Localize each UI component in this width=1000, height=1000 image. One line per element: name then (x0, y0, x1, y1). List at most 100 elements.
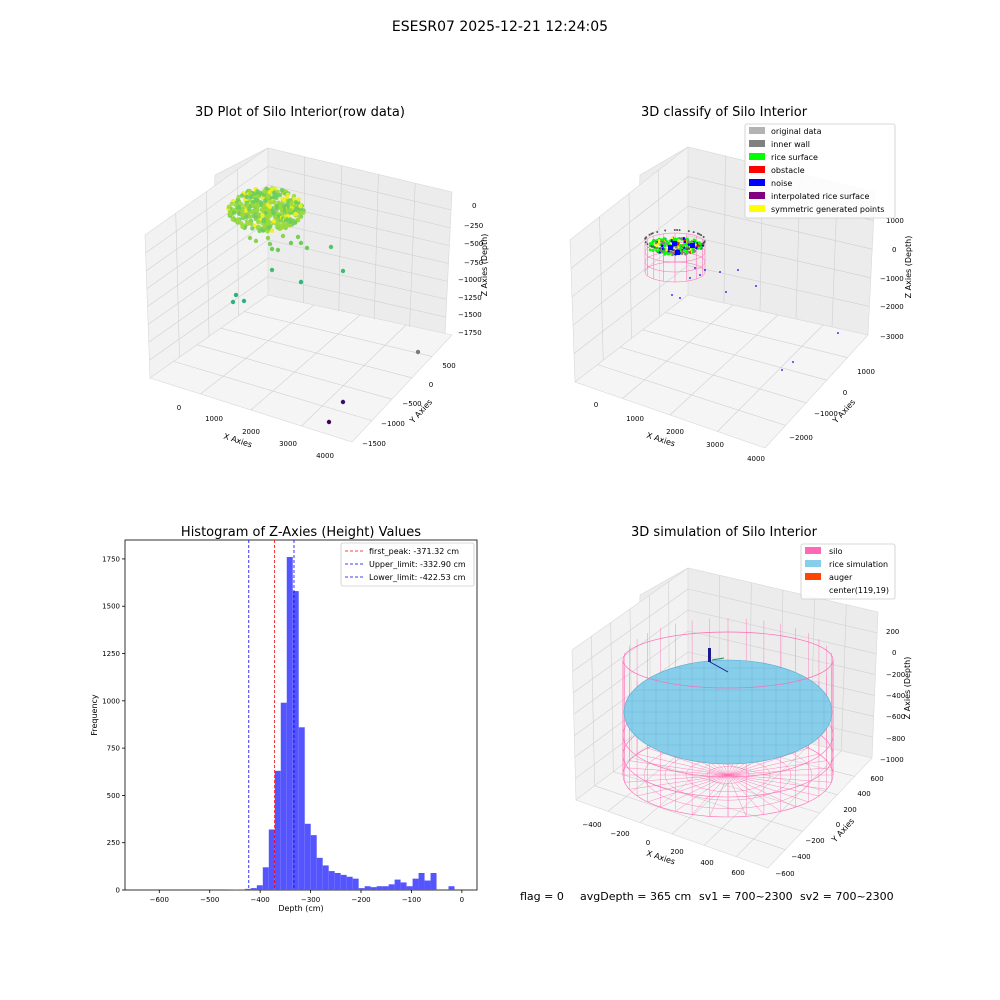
raw-point (295, 234, 301, 240)
legend-label: obstacle (771, 166, 805, 175)
raw-point (267, 241, 273, 247)
raw-point (263, 210, 268, 216)
hist-bar (406, 886, 413, 890)
raw-point (273, 215, 278, 220)
silo-spoke (727, 767, 832, 776)
legend-swatch (805, 547, 821, 554)
raw-point (279, 187, 285, 193)
raw-x-tick: 4000 (316, 452, 334, 460)
gridline (572, 588, 689, 672)
sim-z-label: Z Axies (Depth) (903, 657, 912, 720)
classify-point (792, 361, 794, 363)
silo-spoke (637, 753, 729, 776)
sim-y-label: Y Axies (829, 817, 856, 845)
gridline (146, 184, 269, 271)
legend-label: original data (771, 127, 822, 136)
hist-bar (328, 871, 335, 890)
gridline (841, 604, 847, 751)
sim-x-tick: −200 (610, 830, 629, 838)
raw-point (263, 190, 268, 195)
gridline (571, 205, 689, 298)
hist-bar (424, 880, 431, 890)
hist-bar (298, 727, 305, 890)
raw-point (298, 240, 304, 246)
gridline (591, 636, 595, 786)
gridline (148, 258, 269, 343)
gridline (687, 588, 878, 634)
classify-point (676, 246, 680, 249)
hist-y-ticks: 0 250 500 750 1000 1250 1500 1750 (102, 555, 125, 895)
sim-z-ticks: 200 0 −200 −400 −600 −800 −1000 (880, 628, 905, 764)
classify-point (737, 269, 739, 271)
gridline (572, 609, 689, 694)
hist-bar (370, 887, 377, 890)
gridline (149, 276, 269, 361)
classify-point (648, 233, 651, 236)
hist-x-tick: 0 (460, 896, 464, 904)
hist-bar (310, 835, 317, 890)
classify-point (656, 230, 659, 233)
classify-y-tick: −1000 (814, 410, 838, 418)
legend-label: center(119,19) (829, 586, 889, 595)
classify-point (651, 248, 655, 252)
classify-point (658, 247, 661, 250)
sim-z-tick: −200 (886, 671, 905, 679)
silo-spoke (709, 774, 729, 817)
silo-spoke (624, 767, 729, 776)
classify-point (675, 250, 680, 255)
raw-z-tick: −750 (464, 259, 483, 267)
classify-y-ticks: 1000 0 −1000 −2000 (789, 368, 875, 442)
gridline (687, 235, 871, 279)
classify-point (682, 236, 686, 240)
classify-point (648, 248, 652, 252)
raw-point (301, 210, 306, 216)
raw-point (251, 208, 256, 213)
raw-point (288, 200, 294, 205)
hist-bar (364, 886, 371, 890)
raw-point (267, 189, 272, 195)
classify-legend-frame (744, 123, 896, 219)
classify-point (646, 242, 649, 245)
raw-point (241, 298, 247, 304)
classify-point (755, 285, 757, 287)
raw-point (288, 219, 293, 224)
classify-point (644, 237, 647, 240)
classify-point (683, 243, 686, 246)
raw-points (226, 186, 421, 425)
sim-auger-arm (709, 661, 729, 673)
raw-x-tick: 3000 (279, 440, 297, 448)
raw-point (265, 235, 271, 241)
sim-z-tick: 0 (892, 649, 896, 657)
hist-x-tick: −400 (251, 896, 270, 904)
raw-point (295, 217, 301, 223)
raw-point (271, 199, 277, 205)
hist-bar (430, 872, 437, 890)
raw-point (243, 208, 248, 214)
raw-point (271, 219, 277, 224)
raw-point (298, 210, 303, 216)
classify-point (680, 237, 683, 240)
raw-z-label: Z Axies (Depth) (480, 234, 489, 297)
raw-point (326, 419, 332, 425)
hist-bar (412, 878, 419, 890)
panel-raw-scatter: 3D Plot of Silo Interior(row data) 0 100… (144, 105, 489, 460)
classify-point (688, 247, 691, 250)
raw-point (304, 245, 310, 251)
raw-point (298, 279, 304, 285)
raw-point (235, 205, 241, 210)
footer-flag: flag = 0 (520, 890, 564, 903)
raw-point (278, 202, 283, 208)
classify-point (663, 244, 667, 248)
hist-bar (286, 557, 293, 890)
sim-x-ticks: −400 −200 0 200 400 600 (582, 821, 744, 877)
legend-label: rice surface (771, 153, 818, 162)
raw-gridlines (145, 156, 452, 427)
silo-spoke (637, 774, 729, 797)
raw-z-tick: −250 (464, 222, 483, 230)
classify-point (679, 243, 683, 247)
raw-z-tick: 0 (472, 202, 476, 210)
gridline (573, 265, 689, 354)
sim-title: 3D simulation of Silo Interior (631, 525, 818, 540)
raw-point (247, 235, 253, 241)
